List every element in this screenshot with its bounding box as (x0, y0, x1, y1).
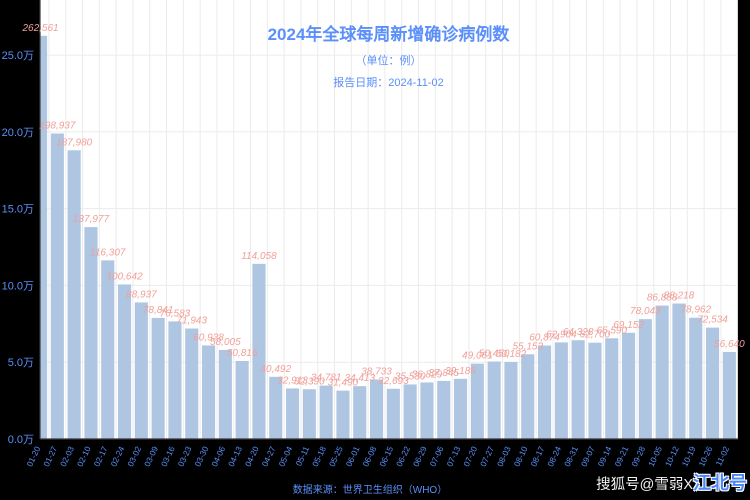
svg-text:03-09: 03-09 (142, 444, 160, 468)
svg-text:07-06: 07-06 (428, 444, 446, 468)
svg-text:88,218: 88,218 (664, 291, 695, 302)
svg-text:50,816: 50,816 (227, 348, 258, 359)
svg-text:09-21: 09-21 (612, 444, 630, 468)
svg-text:09-07: 09-07 (579, 444, 597, 468)
svg-text:116,307: 116,307 (90, 247, 126, 258)
svg-text:69,152: 69,152 (613, 320, 644, 331)
svg-text:15.0万: 15.0万 (2, 204, 34, 216)
svg-text:01-20: 01-20 (24, 444, 42, 468)
svg-text:06-22: 06-22 (394, 444, 412, 468)
svg-text:06-15: 06-15 (377, 444, 395, 468)
svg-text:04-20: 04-20 (243, 444, 261, 468)
svg-text:08-03: 08-03 (495, 444, 513, 468)
svg-text:02-10: 02-10 (75, 444, 93, 468)
svg-text:03-02: 03-02 (125, 444, 143, 468)
svg-text:56,640: 56,640 (714, 339, 745, 350)
svg-text:04-27: 04-27 (260, 444, 278, 468)
svg-text:07-20: 07-20 (461, 444, 479, 468)
svg-text:78,043: 78,043 (630, 306, 661, 317)
svg-text:04-13: 04-13 (226, 444, 244, 468)
svg-text:05-04: 05-04 (276, 444, 294, 468)
svg-text:72,534: 72,534 (697, 315, 728, 326)
svg-text:0.0万: 0.0万 (8, 434, 34, 446)
svg-text:02-17: 02-17 (92, 444, 110, 468)
svg-text:198,937: 198,937 (39, 120, 76, 131)
svg-text:08-24: 08-24 (545, 444, 563, 468)
svg-text:04-06: 04-06 (209, 444, 227, 468)
svg-text:05-18: 05-18 (310, 444, 328, 468)
svg-text:88,937: 88,937 (126, 289, 157, 300)
svg-text:11-02: 11-02 (713, 444, 731, 467)
svg-text:07-13: 07-13 (444, 444, 462, 468)
svg-text:10-19: 10-19 (680, 444, 698, 468)
svg-text:02-03: 02-03 (58, 444, 76, 468)
svg-text:02-24: 02-24 (108, 444, 126, 468)
svg-text:20.0万: 20.0万 (2, 127, 34, 139)
svg-text:187,980: 187,980 (56, 137, 93, 148)
svg-text:08-31: 08-31 (562, 444, 580, 468)
svg-text:40,492: 40,492 (260, 364, 291, 375)
svg-text:08-10: 08-10 (512, 444, 530, 468)
svg-text:01-27: 01-27 (41, 444, 59, 468)
svg-text:10-26: 10-26 (696, 444, 714, 468)
svg-text:09-28: 09-28 (629, 444, 647, 468)
svg-text:100,642: 100,642 (106, 271, 143, 282)
svg-text:06-01: 06-01 (344, 444, 362, 468)
svg-text:5.0万: 5.0万 (8, 357, 34, 369)
svg-text:09-14: 09-14 (596, 444, 614, 468)
svg-text:05-11: 05-11 (293, 444, 311, 467)
svg-text:07-27: 07-27 (478, 444, 496, 468)
svg-text:05-25: 05-25 (327, 444, 345, 468)
svg-text:03-16: 03-16 (159, 444, 177, 468)
svg-text:137,977: 137,977 (73, 214, 110, 225)
svg-text:03-23: 03-23 (176, 444, 194, 468)
svg-text:10-12: 10-12 (663, 444, 681, 468)
svg-text:03-30: 03-30 (192, 444, 210, 468)
svg-text:10.0万: 10.0万 (2, 280, 34, 292)
svg-text:71,943: 71,943 (176, 316, 207, 327)
svg-text:39,186: 39,186 (445, 366, 476, 377)
svg-text:58,005: 58,005 (210, 337, 241, 348)
svg-text:08-17: 08-17 (528, 444, 546, 468)
svg-text:10-05: 10-05 (646, 444, 664, 468)
svg-text:25.0万: 25.0万 (2, 50, 34, 62)
svg-text:114,058: 114,058 (241, 251, 277, 262)
svg-text:06-29: 06-29 (411, 444, 429, 468)
svg-text:06-08: 06-08 (360, 444, 378, 468)
